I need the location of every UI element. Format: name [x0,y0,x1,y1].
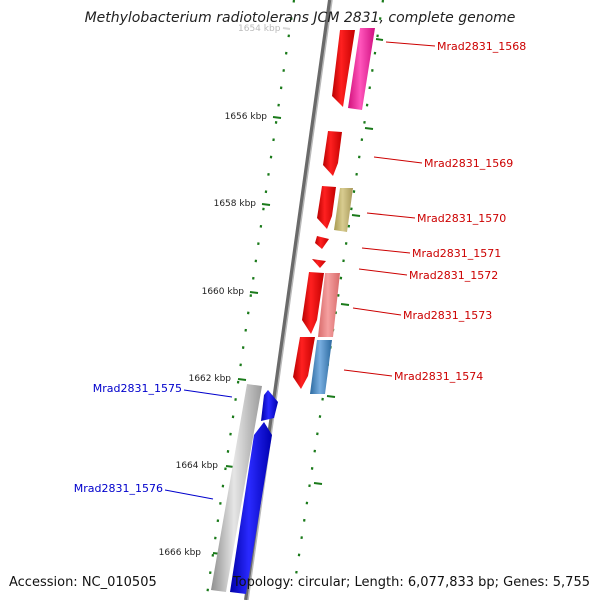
cds-1576[interactable] [230,422,272,594]
scale-label: 1666 kbp [159,548,202,558]
scale-tick-1662 [237,378,247,381]
connector [385,41,436,47]
cds-1574[interactable] [293,337,315,389]
scale-label: 1658 kbp [214,199,257,209]
feature-gray [211,384,262,592]
gene-label[interactable]: Mrad2831_1575 [93,382,182,395]
outer-tick [326,395,336,398]
feature-steel-blue [310,340,332,394]
connector [343,369,393,377]
scale-label-partial: 1654 kbp [238,24,281,34]
scale-label: 1656 kbp [225,112,268,122]
cds-1571[interactable] [315,236,329,249]
connector [358,268,408,276]
map-title: Methylobacterium radiotolerans JCM 2831,… [84,10,516,26]
feature-olive [334,188,353,232]
outer-tick [340,303,350,306]
gene-label[interactable]: Mrad2831_1572 [409,269,498,282]
scale-label: 1664 kbp [176,461,219,471]
cds-1573[interactable] [302,272,324,334]
genome-info-text: Topology: circular; Length: 6,077,833 bp… [232,575,590,590]
gene-label[interactable]: Mrad2831_1574 [394,370,483,383]
connector [361,247,411,254]
connector [366,212,416,219]
scale-tick-1656 [272,116,282,119]
gene-label[interactable]: Mrad2831_1573 [403,309,492,322]
connector [373,156,423,164]
scale-label: 1660 kbp [202,287,245,297]
scale-label: 1662 kbp [189,374,232,384]
outer-tick [375,38,384,41]
feature-pink [318,273,340,337]
accession-text: Accession: NC_010505 [9,575,157,590]
scale-tick-1658 [261,203,271,206]
scale-tick-1654 [282,27,291,30]
outer-tick [351,214,361,217]
genome-backbone-highlight [247,0,333,601]
connector [183,389,233,398]
cds-1568[interactable] [332,30,355,107]
cds-1569[interactable] [323,131,342,176]
connector [164,489,214,500]
connector [352,307,402,316]
outer-tick [364,127,374,130]
cds-1570[interactable] [317,186,336,229]
scale-tick-1660 [249,291,259,294]
gene-label[interactable]: Mrad2831_1571 [412,247,501,260]
feature-magenta [348,28,375,110]
gene-label[interactable]: Mrad2831_1570 [417,212,506,225]
gene-label[interactable]: Mrad2831_1568 [437,40,526,53]
cds-1575[interactable] [261,390,278,421]
gene-label[interactable]: Mrad2831_1576 [74,482,163,495]
cds-1572[interactable] [312,259,326,268]
outer-tick [313,482,323,485]
gene-label[interactable]: Mrad2831_1569 [424,157,513,170]
